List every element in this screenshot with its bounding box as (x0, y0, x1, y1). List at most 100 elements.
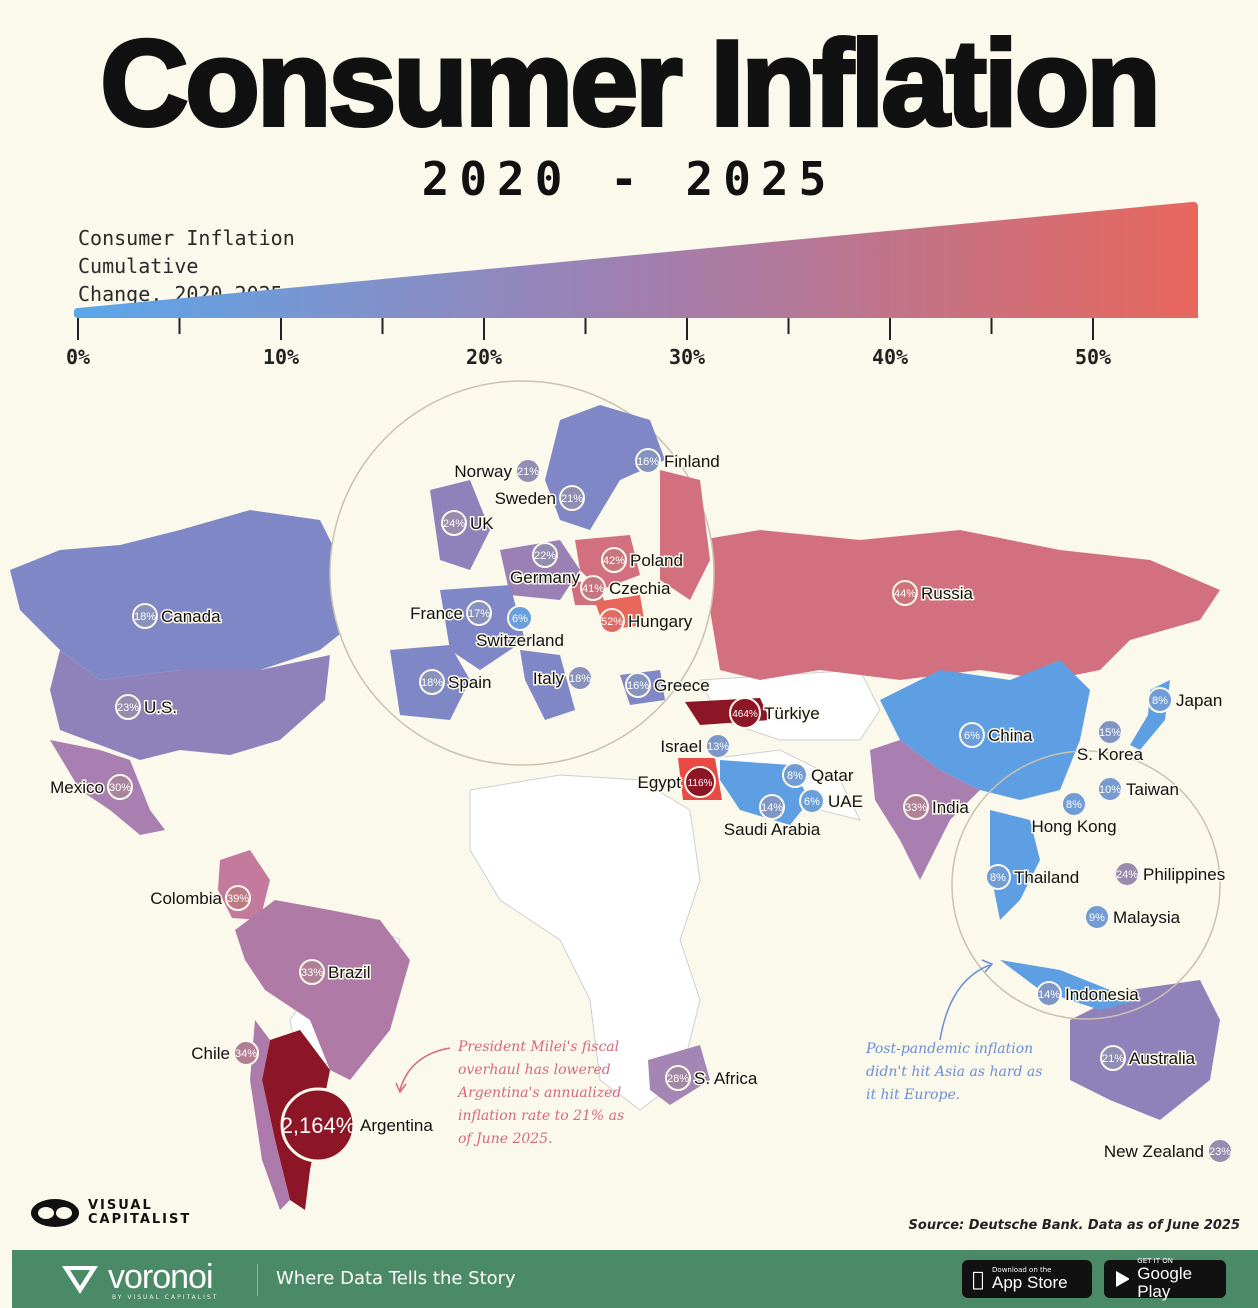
marker-switzerland (507, 605, 533, 631)
marker-india (903, 794, 929, 820)
scale-tick-label: 30% (669, 345, 705, 369)
region-indonesia (1000, 960, 1140, 1010)
voronoi-wordmark: voronoi (108, 1258, 214, 1296)
scale-ticks: 0% 10% 20% 30% 40% 50% (66, 318, 1111, 369)
country-label: New Zealand (1104, 1142, 1204, 1161)
country-label: UAE (828, 792, 863, 811)
value-label: 34% (235, 1048, 257, 1060)
region-australia (1070, 980, 1220, 1120)
app-store-button[interactable]:  Download on the App Store (962, 1260, 1092, 1298)
scale-tick-label: 10% (263, 345, 299, 369)
vc-logo-text: VISUAL CAPITALIST (88, 1198, 192, 1227)
country-label: Israel (660, 737, 702, 756)
region-se-asia (990, 810, 1040, 920)
marker-russia (892, 580, 918, 606)
value-label: 464% (732, 709, 758, 720)
marker-finland (635, 448, 661, 474)
marker-taiwan (1097, 776, 1123, 802)
marker-egypt (684, 766, 716, 798)
value-label: 42% (603, 555, 625, 567)
scale-tick-label: 0% (66, 345, 90, 369)
marker-saudi-arabia (759, 794, 785, 820)
value-label: 21% (561, 493, 583, 505)
marker-israel (705, 733, 731, 759)
marker-japan (1147, 687, 1173, 713)
value-label: 18% (134, 611, 156, 623)
value-label: 6% (804, 796, 820, 808)
google-play-icon (1116, 1271, 1130, 1287)
google-play-label: Google Play (1137, 1264, 1193, 1301)
country-label: Canada (161, 607, 221, 626)
value-label: 9% (1089, 912, 1105, 924)
marker-uae (799, 788, 825, 814)
country-label: S. Africa (694, 1069, 758, 1088)
scale-tick-label: 20% (466, 345, 502, 369)
country-label: Egypt (638, 773, 682, 792)
scale-tick-label: 40% (872, 345, 908, 369)
app-store-small-label: Download on the (980, 1266, 1051, 1274)
footer-bar: voronoi BY VISUAL CAPITALIST Where Data … (12, 1250, 1258, 1308)
marker-s-africa (665, 1065, 691, 1091)
marker-sweden (559, 485, 585, 511)
country-label: France (410, 604, 463, 623)
region-russia (700, 530, 1220, 680)
marker-australia (1100, 1045, 1126, 1071)
scale-tick-label: 50% (1075, 345, 1111, 369)
country-label: Hong Kong (1031, 817, 1116, 836)
argentina-note-arrow (399, 1047, 451, 1091)
argentina-annotation: President Milei's fiscal overhaul has lo… (458, 1039, 625, 1147)
country-label: U.S. (144, 698, 177, 717)
country-label: Philippines (1143, 865, 1225, 884)
legend-title: Consumer Inflation Cumulative Change, 20… (78, 224, 418, 308)
voronoi-byline: BY VISUAL CAPITALIST (112, 1294, 219, 1301)
value-label: 8% (1066, 799, 1082, 811)
country-label: Sweden (495, 489, 556, 508)
region-china (880, 660, 1090, 800)
country-label: Australia (1129, 1049, 1196, 1068)
country-label: S. Korea (1077, 745, 1144, 764)
value-label: 28% (667, 1073, 689, 1085)
marker-uk (441, 510, 467, 536)
marker-poland (601, 547, 627, 573)
marker-greece (625, 672, 651, 698)
country-label: Spain (448, 673, 491, 692)
voronoi-brand[interactable]: voronoi (58, 1258, 214, 1297)
marker-thailand (985, 864, 1011, 890)
footer-tagline: Where Data Tells the Story (276, 1268, 516, 1289)
country-label: Malaysia (1113, 908, 1181, 927)
marker-mexico (107, 774, 133, 800)
visual-capitalist-logo: VISUAL CAPITALIST (28, 1196, 192, 1230)
country-label: Argentina (360, 1116, 433, 1135)
value-label: 8% (990, 872, 1006, 884)
value-label: 2,164% (281, 1113, 356, 1138)
marker-hong-kong (1061, 791, 1087, 817)
marker-new-zealand (1207, 1138, 1233, 1164)
marker-italy (567, 665, 593, 691)
legend-title-line1: Consumer Inflation Cumulative (78, 226, 295, 278)
country-label: Greece (654, 676, 710, 695)
marker-t-rkiye (729, 697, 761, 729)
marker-chile (233, 1040, 259, 1066)
google-play-button[interactable]: GET IT ON Google Play (1104, 1257, 1226, 1301)
value-label: 10% (1099, 784, 1121, 796)
value-label: 16% (637, 456, 659, 468)
country-label: China (988, 726, 1033, 745)
marker-brazil (299, 959, 325, 985)
country-label: Finland (664, 452, 720, 471)
value-label: 30% (109, 782, 131, 794)
value-label: 33% (905, 802, 927, 814)
value-label: 14% (1038, 989, 1060, 1001)
country-label: Thailand (1014, 868, 1079, 887)
app-store-label: App Store (980, 1273, 1068, 1292)
country-label: Brazil (328, 963, 371, 982)
country-label: Türkiye (764, 704, 820, 723)
country-label: Norway (454, 462, 512, 481)
country-label: Qatar (811, 766, 854, 785)
value-label: 21% (517, 466, 539, 478)
country-label: Chile (191, 1044, 230, 1063)
value-label: 24% (1116, 869, 1138, 881)
asia-annotation: Post-pandemic inflation didn't hit Asia … (866, 1041, 1043, 1103)
country-label: Japan (1176, 691, 1222, 710)
value-label: 6% (512, 613, 528, 625)
world-map: 18% Canada 23% U.S. 30% Mexico 39% Colombia 33% B… (10, 380, 1233, 1210)
